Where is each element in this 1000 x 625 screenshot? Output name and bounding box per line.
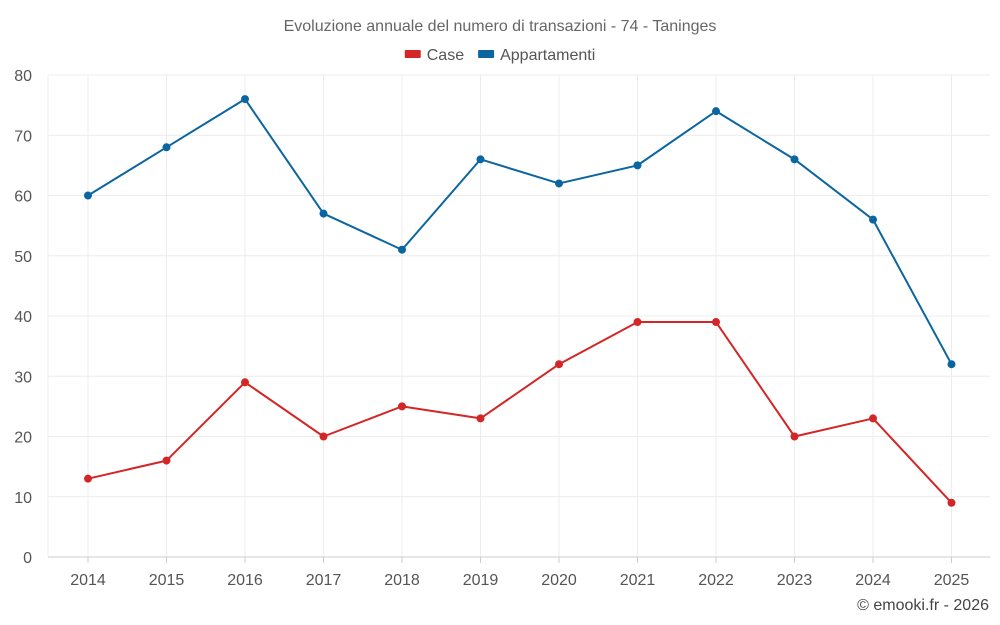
- legend: Case Appartamenti: [404, 47, 595, 64]
- data-point-appartamenti-2025: [947, 360, 956, 369]
- data-point-case-2015: [162, 456, 171, 465]
- x-tick-label: 2014: [70, 572, 106, 589]
- x-tick-label: 2018: [384, 572, 420, 589]
- data-point-case-2025: [947, 498, 956, 507]
- data-point-appartamenti-2016: [241, 95, 249, 104]
- data-point-case-2018: [398, 402, 406, 411]
- y-tick-label: 50: [14, 249, 32, 266]
- legend-label: Case: [427, 47, 464, 64]
- y-tick-label: 60: [14, 189, 32, 206]
- legend-swatch: [404, 50, 421, 58]
- data-point-case-2016: [241, 378, 249, 387]
- data-point-appartamenti-2021: [633, 161, 642, 170]
- data-point-case-2014: [84, 474, 92, 483]
- y-tick-label: 0: [23, 550, 32, 567]
- y-tick-label: 30: [14, 369, 32, 386]
- grid: [47, 74, 990, 557]
- x-tick-label: 2023: [777, 572, 813, 589]
- data-point-case-2017: [319, 432, 328, 441]
- watermark: © emooki.fr - 2026: [857, 597, 989, 614]
- data-point-appartamenti-2024: [869, 215, 877, 224]
- axes: 0 10 20 30 40 50 60 70 80 2014 2015 2016 2017 2018 201…: [14, 68, 990, 589]
- legend-label: Appartamenti: [500, 47, 595, 64]
- data-point-appartamenti-2018: [398, 245, 406, 254]
- data-point-appartamenti-2022: [712, 107, 720, 116]
- legend-item-appartamenti: Appartamenti: [478, 47, 595, 64]
- data-point-case-2020: [555, 360, 563, 369]
- data-point-appartamenti-2014: [84, 191, 92, 200]
- data-point-case-2022: [712, 318, 720, 327]
- chart-title: Evoluzione annuale del numero di transaz…: [284, 18, 717, 35]
- x-tick-label: 2015: [149, 572, 185, 589]
- x-tick-label: 2025: [934, 572, 970, 589]
- y-tick-label: 20: [14, 430, 32, 447]
- y-tick-label: 70: [14, 128, 32, 145]
- data-point-appartamenti-2020: [555, 179, 563, 188]
- legend-swatch: [478, 50, 495, 58]
- series-line-case: [87, 321, 953, 504]
- data-point-appartamenti-2015: [162, 143, 171, 152]
- y-tick-label: 40: [14, 309, 32, 326]
- x-tick-label: 2016: [227, 572, 263, 589]
- series-case: [84, 318, 956, 507]
- data-point-case-2024: [869, 414, 877, 423]
- data-point-appartamenti-2019: [476, 155, 485, 164]
- x-tick-label: 2024: [855, 572, 891, 589]
- y-tick-label: 10: [14, 490, 32, 507]
- y-tick-label: 80: [14, 68, 32, 85]
- x-tick-label: 2020: [541, 572, 577, 589]
- series-appartamenti: [84, 95, 956, 369]
- x-tick-label: 2021: [620, 572, 656, 589]
- x-tick-label: 2022: [698, 572, 734, 589]
- series: [84, 95, 956, 507]
- data-point-appartamenti-2017: [319, 209, 328, 218]
- data-point-case-2019: [476, 414, 485, 423]
- series-line-appartamenti: [87, 98, 953, 365]
- x-tick-label: 2017: [306, 572, 342, 589]
- legend-item-case: Case: [404, 47, 464, 64]
- data-point-case-2023: [790, 432, 799, 441]
- x-tick-label: 2019: [463, 572, 499, 589]
- data-point-appartamenti-2023: [790, 155, 799, 164]
- data-point-case-2021: [633, 318, 642, 327]
